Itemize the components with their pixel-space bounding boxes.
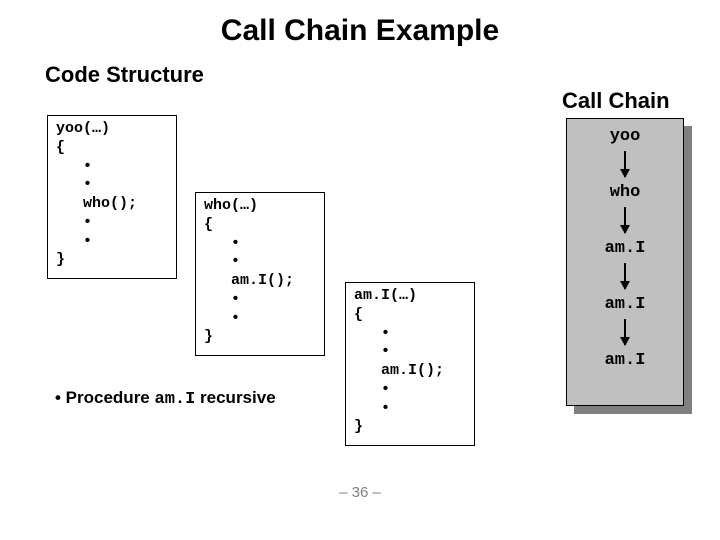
- codebox-amI: am.I(…) { • • am.I(); • • }: [345, 282, 475, 446]
- note-mono: am.I: [155, 390, 196, 409]
- page-number: – 36 –: [0, 484, 720, 501]
- chain-panel: yoo who am.I am.I am.I: [566, 118, 684, 406]
- code-structure-label: Code Structure: [45, 62, 204, 88]
- note-suffix: recursive: [195, 388, 275, 407]
- codebox-yoo: yoo(…) { • • who(); • • }: [47, 115, 177, 279]
- chain-arrow: [567, 151, 683, 177]
- chain-arrow: [567, 263, 683, 289]
- chain-node: am.I: [567, 239, 683, 258]
- chain-node: who: [567, 183, 683, 202]
- chain-node: am.I: [567, 295, 683, 314]
- chain-node: yoo: [567, 127, 683, 146]
- codebox-who: who(…) { • • am.I(); • • }: [195, 192, 325, 356]
- recursive-note: • Procedure am.I recursive: [55, 388, 276, 409]
- call-chain-label: Call Chain: [562, 88, 670, 114]
- chain-node: am.I: [567, 351, 683, 370]
- chain-arrow: [567, 207, 683, 233]
- note-bullet-text: • Procedure: [55, 388, 155, 407]
- chain-arrow: [567, 319, 683, 345]
- page-title: Call Chain Example: [0, 0, 720, 48]
